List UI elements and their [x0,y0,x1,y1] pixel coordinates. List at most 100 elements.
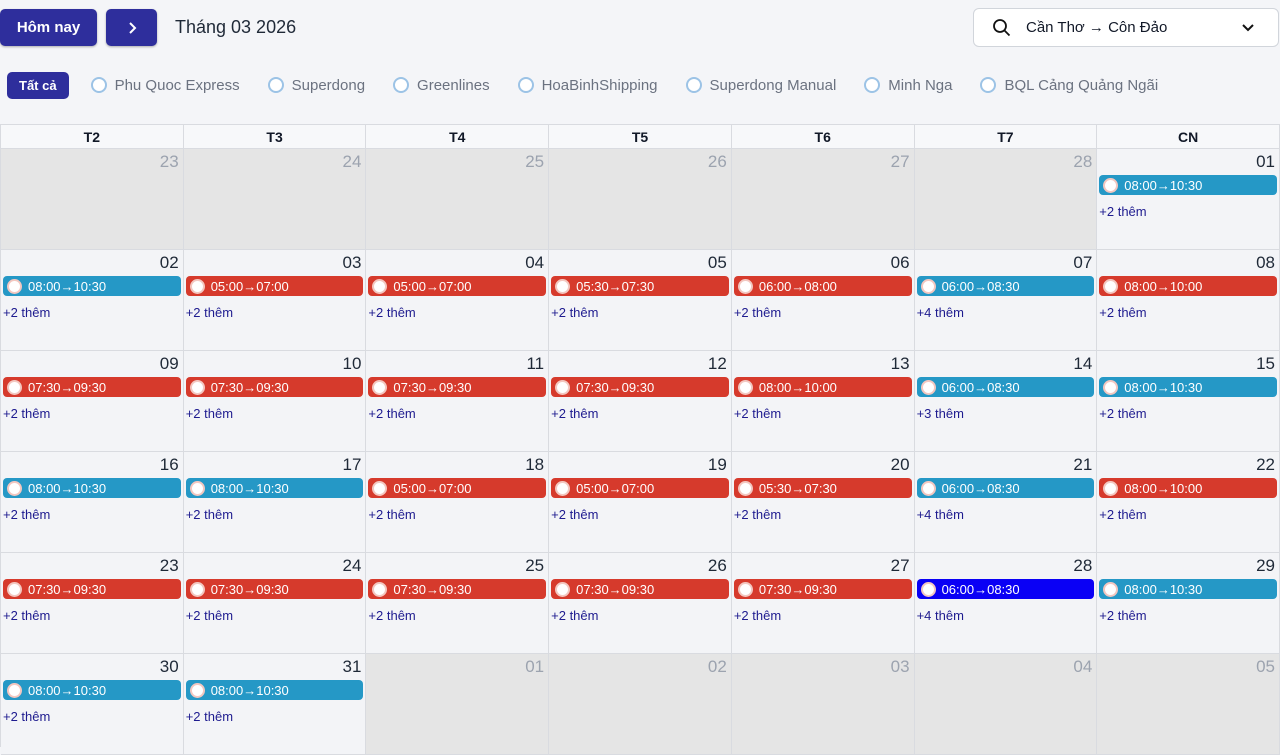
trip-event[interactable]: 08:00→10:30 [1099,175,1277,195]
day-cell[interactable]: 18 05:00→07:00 +2 thêm [366,452,550,553]
more-link[interactable]: +2 thêm [3,608,51,623]
day-cell[interactable]: 14 06:00→08:30 +3 thêm [914,351,1098,452]
trip-event[interactable]: 07:30→09:30 [3,377,181,397]
operator-chip[interactable]: Superdong Manual [685,77,836,94]
day-cell[interactable]: 27 07:30→09:30 +2 thêm [731,553,915,654]
trip-event[interactable]: 08:00→10:30 [1099,579,1277,599]
more-link[interactable]: +2 thêm [1099,204,1147,219]
day-cell[interactable]: 27 [731,149,915,250]
more-link[interactable]: +2 thêm [3,507,51,522]
trip-event[interactable]: 06:00→08:00 [733,276,912,296]
operator-chip[interactable]: Greenlines [393,77,490,94]
more-link[interactable]: +2 thêm [733,305,782,320]
day-cell[interactable]: 20 05:30→07:30 +2 thêm [731,452,915,553]
trip-event[interactable]: 07:30→09:30 [368,377,547,397]
trip-event[interactable]: 08:00→10:30 [3,276,181,296]
day-cell[interactable]: 15 08:00→10:30 +2 thêm [1097,351,1280,452]
day-cell[interactable]: 16 08:00→10:30 +2 thêm [1,452,184,553]
trip-event[interactable]: 08:00→10:30 [1099,377,1277,397]
day-cell[interactable]: 24 07:30→09:30 +2 thêm [183,553,367,654]
more-link[interactable]: +2 thêm [551,305,599,320]
more-link[interactable]: +2 thêm [185,406,234,421]
more-link[interactable]: +2 thêm [368,406,416,421]
more-link[interactable]: +2 thêm [185,709,234,724]
day-cell[interactable]: 11 07:30→09:30 +2 thêm [366,351,550,452]
more-link[interactable]: +2 thêm [185,608,234,623]
day-cell[interactable]: 08 08:00→10:00 +2 thêm [1097,250,1280,351]
more-link[interactable]: +2 thêm [185,507,234,522]
day-cell[interactable]: 04 05:00→07:00 +2 thêm [366,250,550,351]
day-cell[interactable]: 02 [549,654,732,755]
trip-event[interactable]: 08:00→10:00 [1099,478,1277,498]
day-cell[interactable]: 26 [549,149,732,250]
operator-chip[interactable]: BQL Cảng Quảng Ngãi [980,77,1158,94]
more-link[interactable]: +4 thêm [916,305,964,320]
day-cell[interactable]: 22 08:00→10:00 +2 thêm [1097,452,1280,553]
operator-chip[interactable]: Superdong [267,77,365,94]
day-cell[interactable]: 04 [914,654,1098,755]
trip-event[interactable]: 05:30→07:30 [551,276,729,296]
trip-event[interactable]: 05:00→07:00 [368,478,547,498]
more-link[interactable]: +2 thêm [368,305,416,320]
more-link[interactable]: +2 thêm [733,406,782,421]
day-cell[interactable]: 12 07:30→09:30 +2 thêm [549,351,732,452]
more-link[interactable]: +2 thêm [3,709,51,724]
trip-event[interactable]: 08:00→10:30 [3,680,181,700]
trip-event[interactable]: 06:00→08:30 [916,579,1095,599]
trip-event[interactable]: 05:00→07:00 [551,478,729,498]
day-cell[interactable]: 29 08:00→10:30 +2 thêm [1097,553,1280,654]
trip-event[interactable]: 07:30→09:30 [551,377,729,397]
trip-event[interactable]: 06:00→08:30 [916,276,1095,296]
day-cell[interactable]: 02 08:00→10:30 +2 thêm [1,250,184,351]
more-link[interactable]: +4 thêm [916,507,964,522]
more-link[interactable]: +2 thêm [1099,406,1147,421]
day-cell[interactable]: 25 [366,149,550,250]
day-cell[interactable]: 10 07:30→09:30 +2 thêm [183,351,367,452]
trip-event[interactable]: 07:30→09:30 [185,377,364,397]
day-cell[interactable]: 09 07:30→09:30 +2 thêm [1,351,184,452]
trip-event[interactable]: 07:30→09:30 [368,579,547,599]
trip-event[interactable]: 08:00→10:00 [733,377,912,397]
more-link[interactable]: +2 thêm [368,507,416,522]
trip-event[interactable]: 07:30→09:30 [733,579,912,599]
day-cell[interactable]: 31 08:00→10:30 +2 thêm [183,654,367,755]
day-cell[interactable]: 01 08:00→10:30 +2 thêm [1097,149,1280,250]
operator-chip[interactable]: Minh Nga [864,77,952,94]
route-select[interactable]: Cần Thơ → Côn Đảo [973,8,1279,47]
more-link[interactable]: +3 thêm [916,406,964,421]
more-link[interactable]: +2 thêm [1099,608,1147,623]
operator-chip[interactable]: HoaBinhShipping [517,77,658,94]
more-link[interactable]: +2 thêm [551,507,599,522]
day-cell[interactable]: 28 06:00→08:30 +4 thêm [914,553,1098,654]
day-cell[interactable]: 06 06:00→08:00 +2 thêm [731,250,915,351]
more-link[interactable]: +2 thêm [3,406,51,421]
trip-event[interactable]: 06:00→08:30 [916,377,1095,397]
day-cell[interactable]: 30 08:00→10:30 +2 thêm [1,654,184,755]
day-cell[interactable]: 23 07:30→09:30 +2 thêm [1,553,184,654]
trip-event[interactable]: 06:00→08:30 [916,478,1095,498]
more-link[interactable]: +4 thêm [916,608,964,623]
day-cell[interactable]: 28 [914,149,1098,250]
more-link[interactable]: +2 thêm [551,406,599,421]
day-cell[interactable]: 24 [183,149,367,250]
today-button[interactable]: Hôm nay [0,9,97,46]
next-button[interactable] [106,9,157,46]
operator-chip[interactable]: Phu Quoc Express [90,77,240,94]
day-cell[interactable]: 01 [366,654,550,755]
day-cell[interactable]: 21 06:00→08:30 +4 thêm [914,452,1098,553]
trip-event[interactable]: 08:00→10:30 [185,680,364,700]
day-cell[interactable]: 19 05:00→07:00 +2 thêm [549,452,732,553]
day-cell[interactable]: 25 07:30→09:30 +2 thêm [366,553,550,654]
more-link[interactable]: +2 thêm [1099,305,1147,320]
trip-event[interactable]: 07:30→09:30 [3,579,181,599]
trip-event[interactable]: 08:00→10:30 [3,478,181,498]
day-cell[interactable]: 23 [1,149,184,250]
trip-event[interactable]: 05:00→07:00 [185,276,364,296]
trip-event[interactable]: 05:30→07:30 [733,478,912,498]
day-cell[interactable]: 05 [1097,654,1280,755]
trip-event[interactable]: 08:00→10:30 [185,478,364,498]
trip-event[interactable]: 08:00→10:00 [1099,276,1277,296]
more-link[interactable]: +2 thêm [368,608,416,623]
day-cell[interactable]: 17 08:00→10:30 +2 thêm [183,452,367,553]
more-link[interactable]: +2 thêm [1099,507,1147,522]
